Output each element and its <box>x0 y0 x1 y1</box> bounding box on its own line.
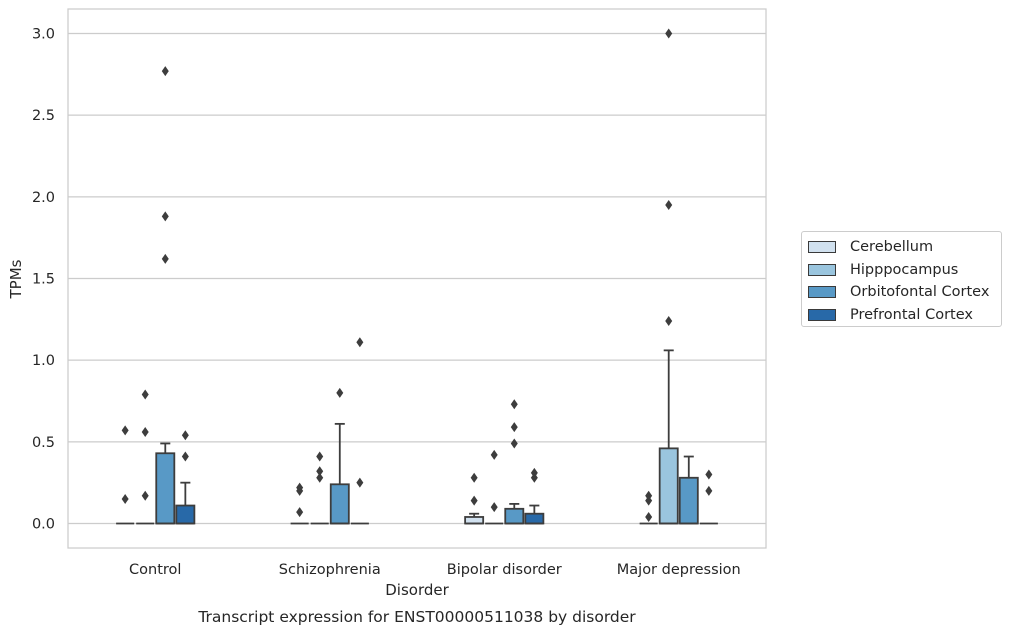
grid-lines <box>68 32 766 525</box>
legend-item: Orbitofontal Cortex <box>808 281 1001 304</box>
outlier-points <box>121 28 713 522</box>
legend-label: Orbitofontal Cortex <box>850 284 990 301</box>
box <box>524 512 545 525</box>
outlier-marker <box>470 495 478 506</box>
box <box>464 516 485 525</box>
outlier-marker <box>141 427 149 438</box>
chart-caption: Transcript expression for ENST0000051103… <box>197 608 636 626</box>
x-tick-label: Bipolar disorder <box>447 562 562 578</box>
outlier-marker <box>470 472 478 483</box>
outlier-marker <box>316 466 324 477</box>
y-tick-label: 3.0 <box>32 27 55 43</box>
y-tick-label: 1.0 <box>32 353 55 369</box>
box <box>504 507 525 525</box>
outlier-marker <box>296 507 304 518</box>
box-prefrontal-cortex <box>524 504 545 525</box>
outlier-marker <box>510 438 518 449</box>
box <box>175 504 196 525</box>
y-tick-label: 2.5 <box>32 108 55 124</box>
outlier-marker <box>161 211 169 222</box>
outlier-marker <box>356 477 364 488</box>
outlier-marker <box>705 469 713 480</box>
outlier-marker <box>296 485 304 496</box>
legend: Cerebellum Hipppocampus Orbitofontal Corte… <box>801 231 1002 327</box>
x-tick-labels: Control Schizophrenia Bipolar disorder Majo… <box>129 562 741 578</box>
y-tick-label: 2.0 <box>32 190 55 206</box>
outlier-marker <box>645 511 653 522</box>
plot-frame <box>67 8 767 549</box>
outlier-marker <box>705 485 713 496</box>
outlier-marker <box>181 451 189 462</box>
box <box>329 483 350 525</box>
legend-label: Prefrontal Cortex <box>850 306 973 323</box>
box-prefrontal-cortex <box>175 481 196 525</box>
outlier-marker <box>141 490 149 501</box>
y-axis-label: TPMs <box>7 259 25 299</box>
legend-swatch <box>808 308 836 321</box>
box-orbitofontal-cortex <box>678 455 699 525</box>
outlier-marker <box>336 387 344 398</box>
y-tick-label: 0.0 <box>32 517 55 533</box>
x-tick-label: Schizophrenia <box>279 562 381 578</box>
outlier-marker <box>645 495 653 506</box>
y-tick-labels: 0.0 0.5 1.0 1.5 2.0 2.5 3.0 <box>32 27 55 533</box>
box-orbitofontal-cortex <box>155 442 176 525</box>
outlier-marker <box>510 422 518 433</box>
box-orbitofontal-cortex <box>329 422 350 525</box>
outlier-marker <box>181 430 189 441</box>
legend-item: Hipppocampus <box>808 259 1001 282</box>
box-cerebellum <box>464 512 485 525</box>
box <box>678 476 699 525</box>
outlier-marker <box>316 451 324 462</box>
outlier-marker <box>665 200 673 210</box>
outlier-marker <box>665 315 673 326</box>
legend-swatch <box>808 263 836 276</box>
box <box>155 452 176 525</box>
legend-swatch <box>808 241 836 254</box>
outlier-marker <box>161 253 169 264</box>
outlier-marker <box>530 472 538 483</box>
outlier-marker <box>316 472 324 483</box>
outlier-marker <box>490 502 498 513</box>
box-orbitofontal-cortex <box>504 502 525 525</box>
box <box>658 447 679 525</box>
y-tick-label: 0.5 <box>32 435 55 451</box>
box-groups <box>116 349 718 525</box>
box-hipppocampus <box>658 349 679 525</box>
outlier-marker <box>121 494 129 504</box>
outlier-marker <box>141 389 149 400</box>
outlier-marker <box>121 425 129 436</box>
legend-item: Prefrontal Cortex <box>808 304 1001 327</box>
legend-swatch <box>808 286 836 299</box>
legend-label: Cerebellum <box>850 239 934 256</box>
x-tick-label: Control <box>129 562 181 578</box>
legend-item: Cerebellum <box>808 236 1001 259</box>
x-tick-label: Major depression <box>617 562 741 578</box>
outlier-marker <box>161 66 169 77</box>
outlier-marker <box>510 399 518 410</box>
outlier-marker <box>356 337 364 348</box>
outlier-marker <box>490 449 498 460</box>
outlier-marker <box>665 28 673 39</box>
x-axis-label: Disorder <box>385 581 449 599</box>
y-tick-label: 1.5 <box>32 272 55 288</box>
legend-label: Hipppocampus <box>850 261 959 278</box>
